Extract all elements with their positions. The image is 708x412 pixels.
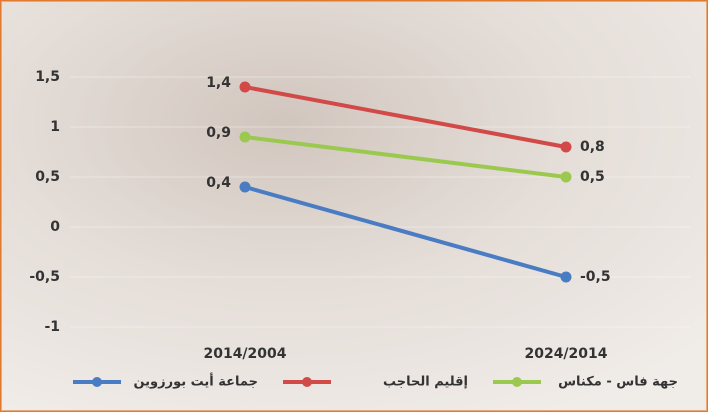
point <box>240 82 251 93</box>
y-tick-label: 0,5 <box>35 169 60 185</box>
x-tick-label: 2014/2004 <box>203 346 286 362</box>
data-label: -0,5 <box>580 269 611 285</box>
y-tick-label: -1 <box>44 319 60 335</box>
legend-marker <box>302 377 312 387</box>
chart: -1 -0,5 0 0,5 1 1,5 2014/2004 2024/2014 0,9 0,5 جه… <box>0 0 708 412</box>
y-tick-label: 1 <box>50 119 60 135</box>
x-tick-label: 2024/2014 <box>524 346 607 362</box>
y-tick-label: -0,5 <box>29 269 60 285</box>
data-label: 0,8 <box>580 139 605 155</box>
legend-label: إقليم الحاجب <box>383 375 468 390</box>
legend-marker <box>92 377 102 387</box>
y-tick-label: 0 <box>50 219 60 235</box>
data-label: 0,9 <box>206 125 231 141</box>
legend-marker <box>512 377 522 387</box>
point <box>240 182 251 193</box>
data-label: 0,4 <box>206 175 231 191</box>
legend-label: جهة فاس - مكناس <box>558 375 678 390</box>
data-label: 0,5 <box>580 169 605 185</box>
data-label: 1,4 <box>206 75 231 91</box>
y-tick-label: 1,5 <box>35 69 60 85</box>
point <box>240 132 251 143</box>
point <box>561 272 572 283</box>
point <box>561 172 572 183</box>
point <box>561 142 572 153</box>
legend-label: جماعة أيت بورزوين <box>133 373 258 390</box>
